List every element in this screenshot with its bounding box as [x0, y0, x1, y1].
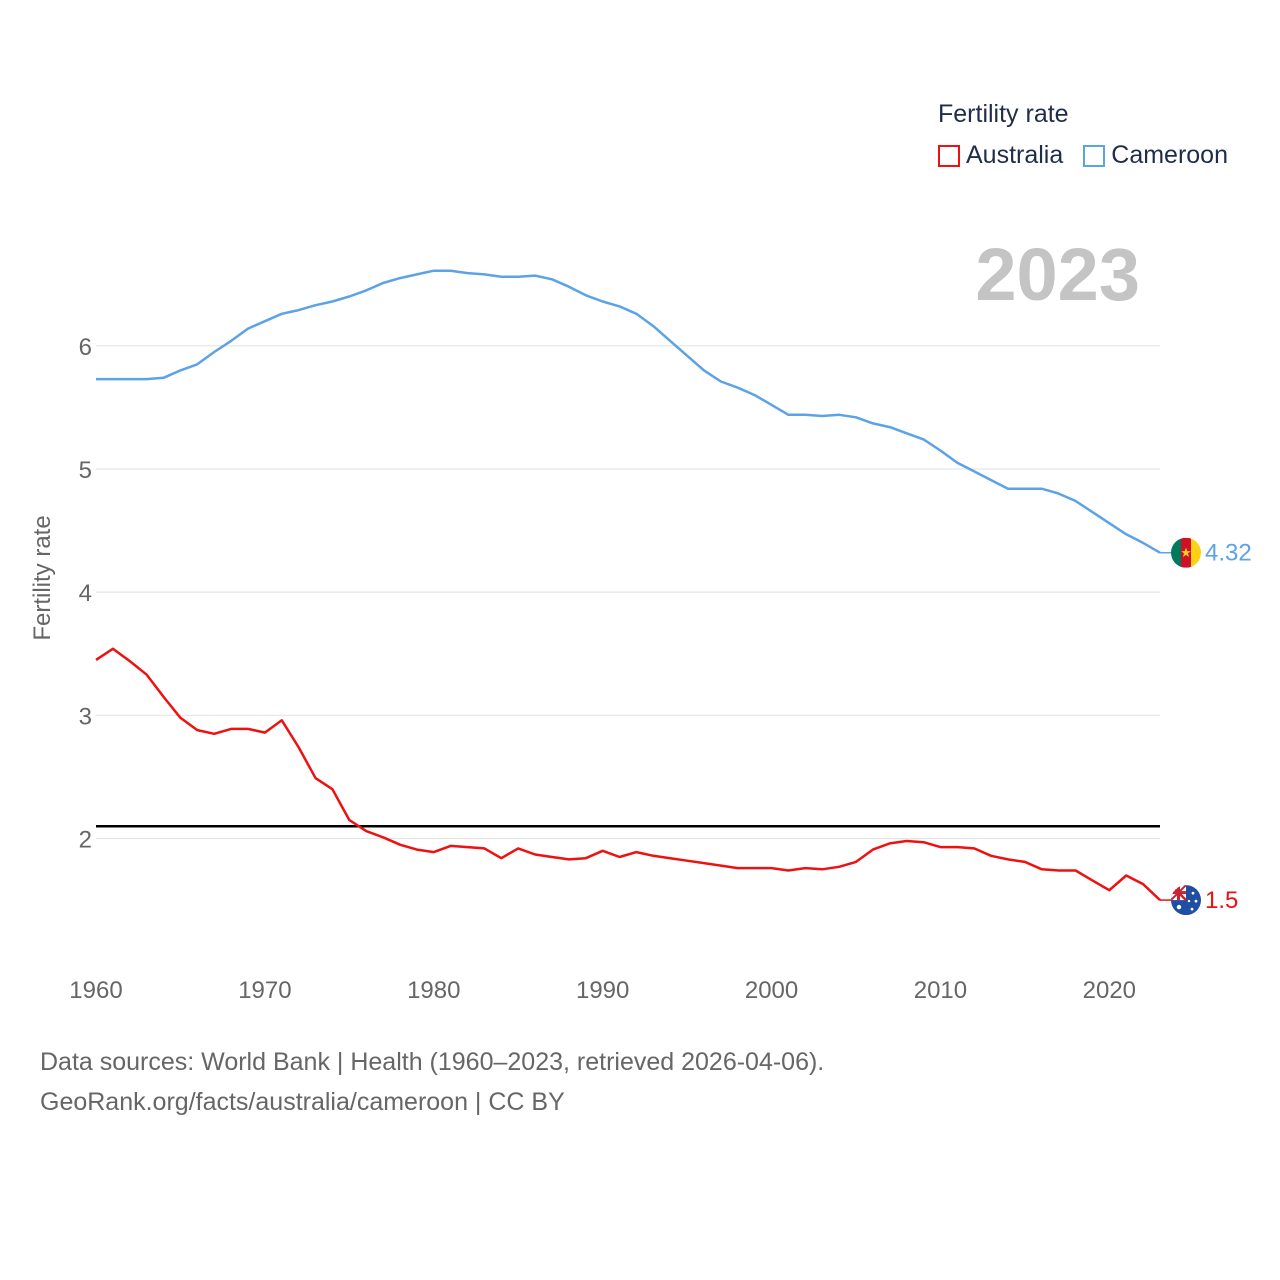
y-axis-ticks: 2 3 4 5 6: [79, 334, 92, 854]
credit-link[interactable]: GeoRank.org/facts/australia/cameroon | C…: [40, 1088, 565, 1116]
gridlines: [96, 345, 1160, 840]
end-value-label-cameroon: 4.32: [1205, 540, 1252, 567]
footer: Data sources: World Bank | Health (1960–…: [40, 1042, 824, 1122]
x-tick-label: 1980: [407, 977, 460, 1004]
legend-item-australia[interactable]: Australia: [938, 141, 1063, 170]
y-tick-label: 2: [79, 827, 92, 854]
y-tick-label: 3: [79, 703, 92, 730]
legend-swatch-australia: [938, 144, 960, 167]
x-tick-label: 1960: [69, 977, 122, 1004]
legend-title: Fertility rate: [938, 100, 1069, 128]
series-line-australia[interactable]: [95, 647, 1161, 902]
y-tick-label: 6: [79, 334, 92, 361]
x-tick-label: 1990: [576, 977, 629, 1004]
cameroon-flag-icon: [1171, 537, 1201, 568]
legend: Fertility rate Australia Cameroon: [938, 100, 1228, 170]
y-tick-label: 5: [79, 457, 92, 484]
legend-label-australia: Australia: [966, 141, 1064, 169]
x-tick-label: 1970: [238, 977, 291, 1004]
legend-swatch-cameroon: [1083, 144, 1106, 167]
series-line-cameroon[interactable]: [96, 269, 1161, 554]
end-value-label-australia: 1.5: [1205, 887, 1238, 914]
x-axis-ticks: 1960 1970 1980 1990 2000 2010 2020: [69, 977, 1136, 1004]
legend-label-cameroon: Cameroon: [1111, 141, 1228, 169]
y-axis-label: Fertility rate: [29, 515, 56, 640]
y-tick-label: 4: [79, 580, 92, 607]
australia-flag-icon: [1171, 885, 1201, 916]
x-tick-label: 2000: [745, 977, 798, 1004]
end-markers: 1.5 4.32: [1160, 537, 1252, 916]
x-tick-label: 2020: [1083, 977, 1136, 1004]
year-label: 2023: [975, 233, 1140, 316]
legend-item-cameroon[interactable]: Cameroon: [1083, 141, 1228, 170]
series-lines: [95, 269, 1161, 902]
data-sources-text: Data sources: World Bank | Health (1960–…: [40, 1048, 825, 1076]
x-tick-label: 2010: [914, 977, 967, 1004]
